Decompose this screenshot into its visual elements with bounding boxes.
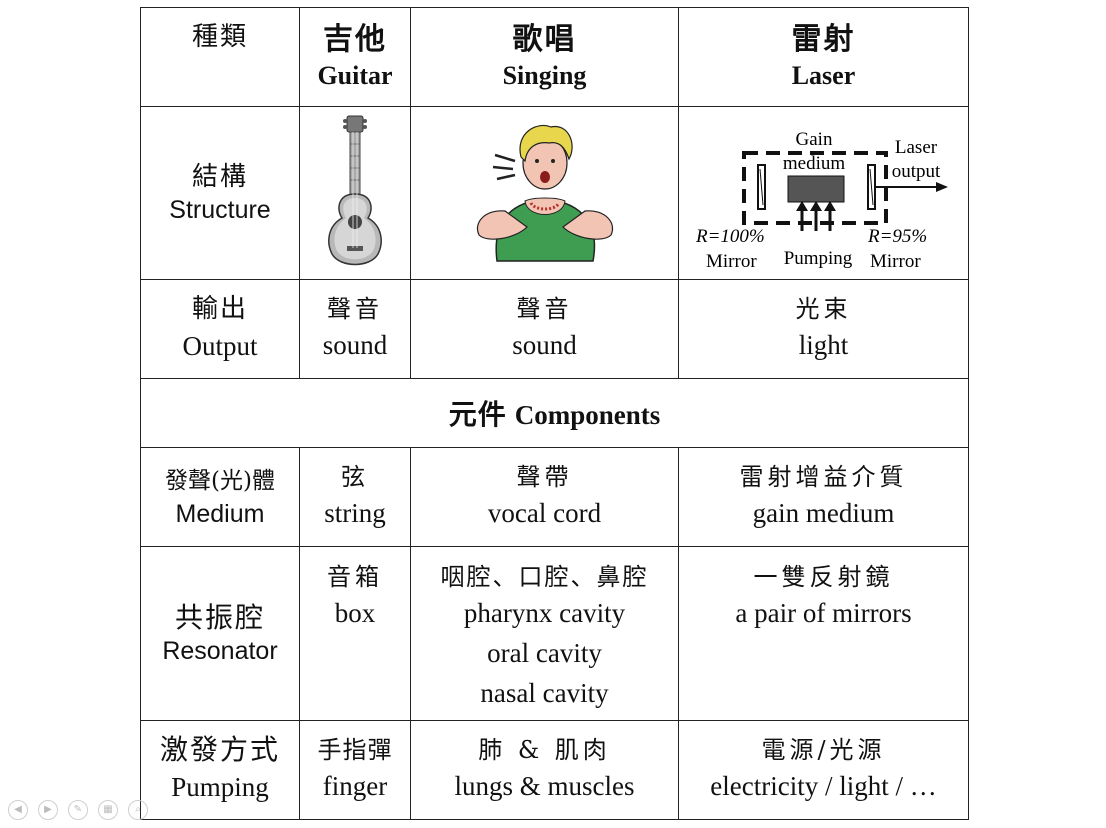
pumping-laser-cell: 電源/光源 electricity / light / …	[678, 720, 969, 820]
medium-singing-en: vocal cord	[487, 498, 602, 528]
resonator-singing-en-2: nasal cavity	[480, 678, 609, 708]
label-gain: Gain	[795, 129, 832, 150]
output-label-cell: 輸出 Output	[140, 279, 300, 379]
output-arrow-icon	[935, 182, 948, 192]
pumping-label-cell: 激發方式 Pumping	[140, 720, 300, 820]
header-laser-en: Laser	[791, 61, 856, 90]
pumping-guitar-en: finger	[322, 771, 388, 801]
pumping-laser-zh: 電源/光源	[761, 736, 886, 764]
next-slide-icon[interactable]: ▶	[38, 800, 58, 820]
structure-label-zh: 結構	[191, 162, 248, 192]
zoom-icon[interactable]: ⌕	[128, 800, 148, 820]
pumping-singing-cell: 肺 & 肌肉 lungs & muscles	[410, 720, 679, 820]
medium-guitar-zh: 弦	[341, 463, 369, 491]
resonator-singing-cell: 咽腔、口腔、鼻腔 pharynx cavity oral cavity nasa…	[410, 546, 679, 721]
output-guitar-cell: 聲音 sound	[299, 279, 411, 379]
label-medium: medium	[782, 153, 844, 174]
resonator-laser-cell: 一雙反射鏡 a pair of mirrors	[678, 546, 969, 721]
guitar-image-cell	[299, 106, 411, 280]
output-guitar-en: sound	[322, 330, 388, 360]
header-guitar-en: Guitar	[317, 61, 393, 90]
label-r-right: R=95%	[867, 226, 927, 247]
header-singing-en: Singing	[502, 61, 587, 90]
output-label-en: Output	[182, 331, 258, 361]
output-row: 輸出 Output 聲音 sound 聲音 sound 光束 light	[140, 279, 969, 379]
output-laser-en: light	[798, 330, 849, 360]
pumping-singing-zh: 肺 & 肌肉	[478, 736, 611, 764]
resonator-singing-en-0: pharynx cavity	[463, 598, 626, 628]
structure-label-en: Structure	[169, 196, 271, 224]
header-row: 種類 吉他 Guitar 歌唱 Singing 雷射 Laser	[140, 7, 969, 107]
label-output: output	[891, 161, 940, 182]
comparison-table: 種類 吉他 Guitar 歌唱 Singing 雷射 Laser 結構 Stru…	[140, 7, 969, 820]
output-guitar-zh: 聲音	[327, 295, 383, 323]
header-singing-zh: 歌唱	[512, 22, 577, 57]
medium-laser-zh: 雷射增益介質	[739, 463, 908, 491]
output-laser-zh: 光束	[795, 295, 852, 323]
resonator-laser-en: a pair of mirrors	[735, 598, 912, 628]
prev-slide-icon[interactable]: ◀	[8, 800, 28, 820]
header-laser-zh: 雷射	[791, 22, 856, 57]
label-r-left: R=100%	[695, 226, 765, 247]
header-guitar-zh: 吉他	[323, 22, 387, 57]
label-mirror-left: Mirror	[706, 251, 757, 271]
output-singing-zh: 聲音	[516, 295, 573, 323]
pumping-label-zh: 激發方式	[159, 733, 280, 766]
singer-image	[476, 125, 613, 262]
medium-label-en: Medium	[175, 500, 265, 528]
structure-label-cell: 結構 Structure	[140, 106, 300, 280]
medium-laser-en: gain medium	[752, 498, 895, 528]
components-en: Components	[514, 400, 661, 430]
laser-diagram: Gain medium Laser output R=100% Mirror P…	[695, 129, 948, 272]
resonator-singing-en-1: oral cavity	[487, 638, 602, 668]
laser-diagram-cell: Gain medium Laser output R=100% Mirror P…	[678, 106, 969, 280]
gain-medium-block	[787, 175, 844, 203]
singer-image-cell	[410, 106, 679, 280]
header-category: 種類	[191, 22, 248, 52]
header-category-cell: 種類	[140, 7, 300, 107]
resonator-guitar-zh: 音箱	[327, 563, 383, 591]
resonator-guitar-cell: 音箱 box	[299, 546, 411, 721]
medium-guitar-en: string	[324, 498, 386, 528]
medium-label-cell: 發聲(光)體 Medium	[140, 447, 300, 547]
header-singing-cell: 歌唱 Singing	[410, 7, 679, 107]
components-row: 元件 Components	[140, 378, 969, 448]
resonator-singing-zh: 咽腔、口腔、鼻腔	[440, 563, 649, 591]
medium-guitar-cell: 弦 string	[299, 447, 411, 547]
header-laser-cell: 雷射 Laser	[678, 7, 969, 107]
label-laser: Laser	[894, 137, 937, 158]
guitar-image	[328, 115, 382, 265]
label-pumping: Pumping	[783, 248, 852, 269]
resonator-label-zh: 共振腔	[174, 600, 265, 634]
resonator-label-cell: 共振腔 Resonator	[140, 546, 300, 721]
header-guitar-cell: 吉他 Guitar	[299, 7, 411, 107]
medium-laser-cell: 雷射增益介質 gain medium	[678, 447, 969, 547]
pumping-laser-en: electricity / light / …	[710, 771, 937, 801]
medium-label-zh: 發聲(光)體	[165, 468, 275, 494]
resonator-guitar-en: box	[334, 598, 376, 628]
output-singing-en: sound	[512, 330, 577, 360]
output-laser-cell: 光束 light	[678, 279, 969, 379]
components-zh: 元件	[448, 398, 507, 431]
structure-row: 結構 Structure	[140, 106, 969, 280]
medium-row: 發聲(光)體 Medium 弦 string 聲帶 vocal cord 雷射增…	[140, 447, 969, 547]
pumping-guitar-cell: 手指彈 finger	[299, 720, 411, 820]
label-mirror-right: Mirror	[870, 251, 921, 271]
medium-singing-zh: 聲帶	[516, 463, 573, 491]
resonator-row: 共振腔 Resonator 音箱 box 咽腔、口腔、鼻腔 pharynx ca…	[140, 546, 969, 721]
slides-grid-icon[interactable]: ▦	[98, 800, 118, 820]
pumping-label-en: Pumping	[171, 772, 269, 802]
pumping-singing-en: lungs & muscles	[454, 771, 635, 801]
pumping-guitar-zh: 手指彈	[317, 736, 393, 764]
pen-icon[interactable]: ✎	[68, 800, 88, 820]
output-singing-cell: 聲音 sound	[410, 279, 679, 379]
resonator-label-en: Resonator	[162, 636, 278, 665]
medium-singing-cell: 聲帶 vocal cord	[410, 447, 679, 547]
components-heading: 元件 Components	[140, 378, 969, 448]
resonator-laser-zh: 一雙反射鏡	[753, 563, 894, 591]
output-label-zh: 輸出	[191, 294, 248, 324]
pumping-row: 激發方式 Pumping 手指彈 finger 肺 & 肌肉 lungs & m…	[140, 720, 969, 820]
